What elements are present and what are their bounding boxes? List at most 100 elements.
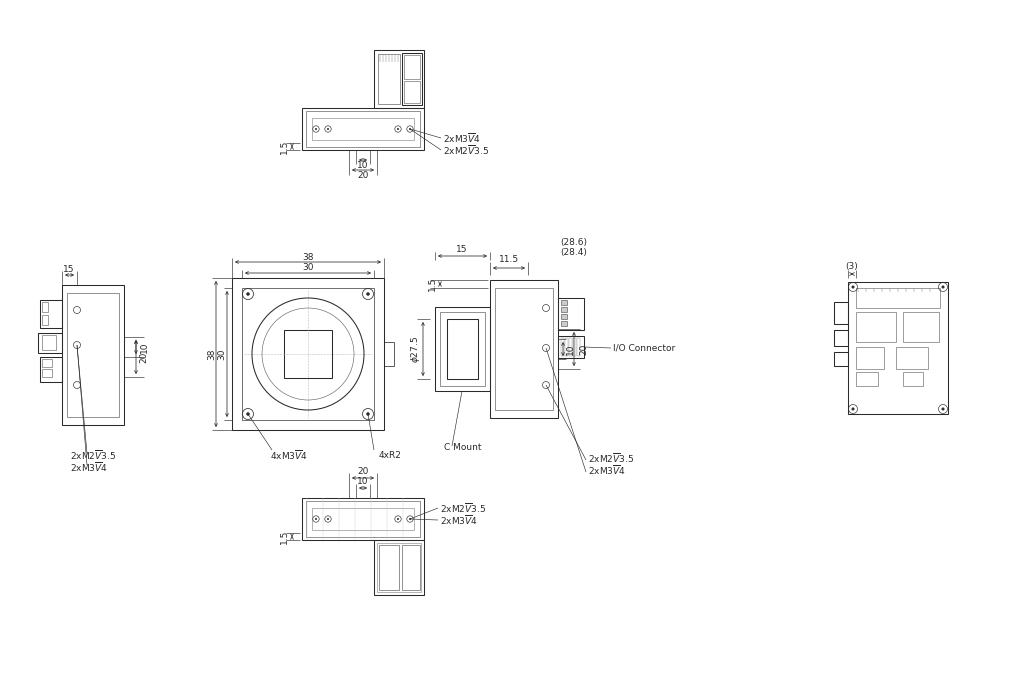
Circle shape xyxy=(409,518,411,520)
Text: 20: 20 xyxy=(357,468,369,477)
Bar xyxy=(856,372,878,386)
Circle shape xyxy=(367,293,370,295)
Bar xyxy=(40,300,62,328)
Bar xyxy=(834,330,848,346)
Text: 10: 10 xyxy=(565,343,575,355)
Bar xyxy=(490,280,558,418)
Circle shape xyxy=(942,408,945,410)
Bar xyxy=(312,508,414,530)
Circle shape xyxy=(315,518,317,520)
Bar xyxy=(558,336,584,358)
Text: 2xM2$\overline{V}$3.5: 2xM2$\overline{V}$3.5 xyxy=(443,143,489,157)
Bar xyxy=(440,312,485,386)
Bar xyxy=(856,347,884,369)
Text: 2xM3$\overline{V}$4: 2xM3$\overline{V}$4 xyxy=(440,513,478,527)
Text: (28.6): (28.6) xyxy=(560,237,587,246)
Bar xyxy=(374,540,424,595)
Circle shape xyxy=(367,412,370,416)
Text: 4xM3$\overline{V}$4: 4xM3$\overline{V}$4 xyxy=(270,448,308,462)
Text: 15: 15 xyxy=(63,265,75,274)
Bar xyxy=(896,347,928,369)
Bar xyxy=(302,108,424,150)
Bar xyxy=(42,359,52,367)
Text: 2xM3$\overline{V}$4: 2xM3$\overline{V}$4 xyxy=(443,131,481,145)
Text: 4xR2: 4xR2 xyxy=(379,451,402,459)
Bar xyxy=(402,53,422,105)
Text: 1.5: 1.5 xyxy=(279,139,288,154)
Bar xyxy=(242,288,374,420)
Bar xyxy=(565,338,568,356)
Circle shape xyxy=(852,408,854,410)
Circle shape xyxy=(398,128,399,130)
Bar xyxy=(404,55,420,79)
Text: 10: 10 xyxy=(357,162,369,171)
Bar xyxy=(306,111,420,147)
Bar xyxy=(903,372,923,386)
Bar xyxy=(312,118,414,140)
Bar xyxy=(856,312,896,342)
Bar xyxy=(495,288,553,410)
Circle shape xyxy=(398,518,399,520)
Text: 1.5: 1.5 xyxy=(427,276,437,291)
Text: 2xM2$\overline{V}$3.5: 2xM2$\overline{V}$3.5 xyxy=(70,448,116,462)
Bar xyxy=(435,307,490,391)
Bar xyxy=(447,319,478,379)
Bar xyxy=(377,543,421,592)
Text: (28.4): (28.4) xyxy=(560,248,587,256)
Bar xyxy=(834,302,848,324)
Text: 30: 30 xyxy=(302,263,314,272)
Bar xyxy=(848,282,948,414)
Bar xyxy=(561,321,566,326)
Text: (3): (3) xyxy=(846,262,858,270)
Bar xyxy=(302,498,424,540)
Bar xyxy=(561,300,566,305)
Text: 15: 15 xyxy=(456,244,468,253)
Bar xyxy=(306,501,420,537)
Circle shape xyxy=(409,128,411,130)
Text: 11.5: 11.5 xyxy=(499,256,519,265)
Bar xyxy=(856,288,940,308)
Bar xyxy=(561,307,566,312)
Text: $\phi$27.5: $\phi$27.5 xyxy=(409,335,421,363)
Bar xyxy=(903,312,939,342)
Text: 20: 20 xyxy=(357,172,369,181)
Bar xyxy=(284,330,332,378)
Bar xyxy=(42,335,56,350)
Text: 2xM3$\overline{V}$4: 2xM3$\overline{V}$4 xyxy=(588,463,626,477)
Bar xyxy=(577,338,580,356)
Bar xyxy=(374,50,424,108)
Bar xyxy=(38,333,62,353)
Text: 2xM2$\overline{V}$3.5: 2xM2$\overline{V}$3.5 xyxy=(440,501,486,515)
Bar xyxy=(558,298,584,330)
Bar xyxy=(42,369,52,377)
Bar xyxy=(40,357,62,382)
Text: 20: 20 xyxy=(580,343,588,355)
Text: 38: 38 xyxy=(302,253,314,262)
Text: I/O Connector: I/O Connector xyxy=(613,344,676,353)
Text: 38: 38 xyxy=(207,349,216,360)
Bar xyxy=(384,342,394,366)
Text: 1.5: 1.5 xyxy=(279,529,288,544)
Bar xyxy=(573,338,576,356)
Bar xyxy=(561,314,566,319)
Circle shape xyxy=(328,128,329,130)
Circle shape xyxy=(246,293,249,295)
Text: 2xM3$\overline{V}$4: 2xM3$\overline{V}$4 xyxy=(70,460,108,474)
Bar xyxy=(378,54,400,104)
Text: 10: 10 xyxy=(139,342,148,353)
Bar xyxy=(67,293,119,417)
Bar xyxy=(42,302,48,312)
Text: 2xM2$\overline{V}$3.5: 2xM2$\overline{V}$3.5 xyxy=(588,451,634,465)
Bar xyxy=(62,285,124,425)
Circle shape xyxy=(328,518,329,520)
Bar xyxy=(569,338,572,356)
Circle shape xyxy=(852,286,854,288)
Bar xyxy=(402,545,420,590)
Text: 20: 20 xyxy=(139,351,148,363)
Bar xyxy=(232,278,384,430)
Text: 10: 10 xyxy=(357,477,369,486)
Bar xyxy=(379,545,399,590)
Bar xyxy=(834,352,848,366)
Text: C Mount: C Mount xyxy=(444,444,481,452)
Bar xyxy=(404,81,420,103)
